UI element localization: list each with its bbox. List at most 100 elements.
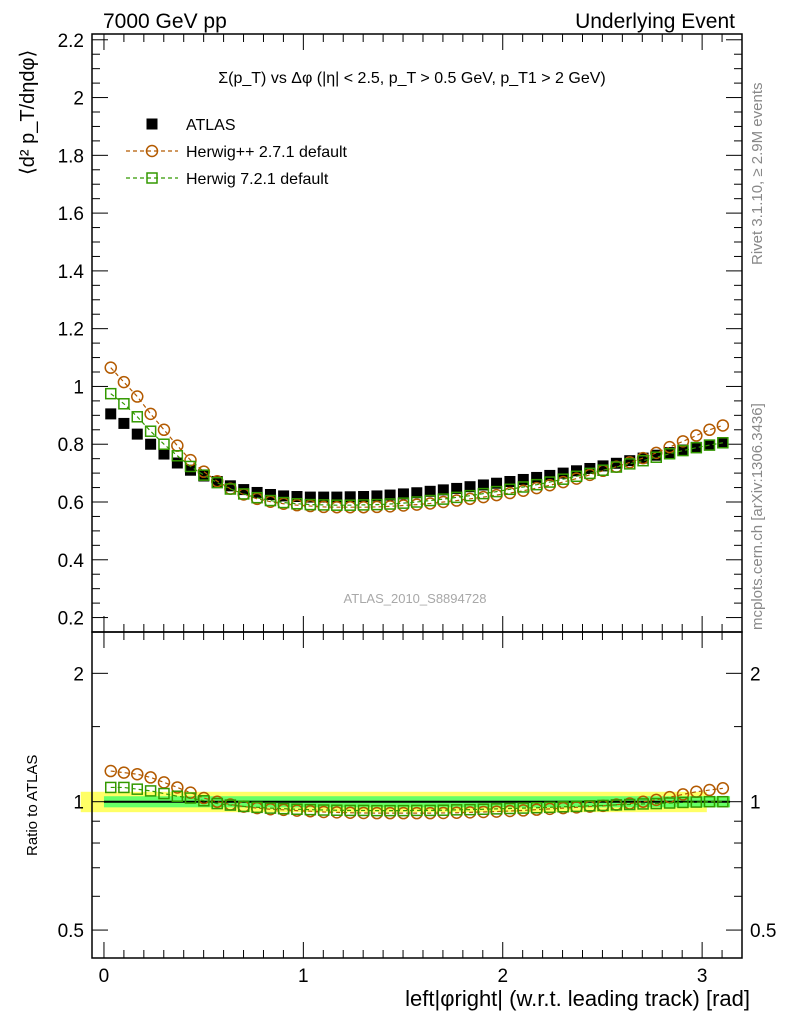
main-data-point [198,469,210,481]
main-data-point [424,494,436,507]
main-data-point [157,423,171,437]
main-data-point [677,444,689,457]
main-y-tick-label: 0.8 [58,435,84,456]
ratio-data-point [224,799,237,811]
main-data-point [464,489,476,502]
legend-entry-herwig-2-7-1-default: Herwig++ 2.7.1 default [126,144,348,161]
main-data-point [198,470,210,482]
axis-ticks [92,34,742,958]
main-data-point [637,454,649,467]
y-axis-label-ratio: Ratio to ATLAS [24,755,41,856]
main-data-point [517,481,530,493]
main-data-point [690,441,702,453]
ratio-frame [91,631,743,959]
main-data-point [676,435,690,448]
ratio-y-tick-label-left: 1 [73,793,84,814]
main-data-point [437,484,449,496]
main-y-tick-label: 2 [73,89,84,110]
main-data-point [357,499,370,511]
main-data-point [331,491,343,503]
main-data-point [184,460,197,473]
main-data-point [450,491,463,504]
main-data-point [610,457,622,469]
main-data-point [717,437,729,449]
main-data-point [623,458,636,470]
main-data-point [544,469,556,481]
main-data-point [663,440,676,454]
main-data-point [663,448,676,460]
ratio-y-tick-label-right: 0.5 [750,921,776,942]
ratio-data-point [251,801,263,814]
ratio-series-herwig-7-2-1-default [104,781,729,817]
ratio-data-point [424,804,436,817]
main-data-point [118,398,130,410]
main-data-point [690,429,703,442]
main-y-tick-label: 1.6 [58,204,84,225]
main-data-point [184,453,197,467]
ratio-data-point [344,804,356,817]
ratio-data-point [530,801,543,814]
main-data-point [291,491,303,503]
ratio-data-point [437,804,450,816]
main-data-point [650,451,663,463]
main-data-point [557,467,569,479]
ratio-data-point [703,783,716,797]
main-data-point [224,480,236,492]
main-data-point [384,498,396,510]
main-data-point [304,491,316,503]
ratio-data-point [411,804,423,817]
main-data-point [304,498,317,511]
ratio-data-point [490,803,503,815]
main-data-point [171,457,183,469]
main-y-tick-label: 1.2 [58,320,84,341]
main-data-point [610,461,623,473]
ratio-data-point [157,776,171,789]
main-data-point [384,489,396,501]
ratio-data-point [211,797,223,810]
main-data-point [411,487,423,499]
legend-entry-herwig-7-2-1-default: Herwig 7.2.1 default [126,171,329,188]
ratio-data-point [623,798,636,811]
main-data-point [490,485,503,498]
ratio-data-point [637,798,649,810]
main-data-point [437,493,450,505]
main-data-point [131,390,144,403]
main-data-point [703,439,716,451]
main-data-point [451,482,463,494]
ratio-data-point [597,799,609,812]
ratio-data-point [464,803,476,816]
main-data-point [584,467,596,480]
main-data-point [397,497,410,509]
x-axis-label: left|φright| (w.r.t. leading track) [rad… [405,986,750,1011]
main-data-point [543,478,557,492]
header-right: Underlying Event [575,10,735,33]
ratio-data-point [144,785,157,797]
main-data-point [411,496,423,508]
main-data-point [530,478,543,491]
main-data-point [570,470,583,483]
main-data-point [344,499,356,511]
main-data-point [544,476,556,488]
ratio-data-point [104,781,117,794]
main-y-tick-label: 1 [73,377,84,398]
main-y-tick-label: 0.6 [58,493,84,514]
ratio-data-point [277,802,290,815]
main-data-point [424,485,436,497]
ratio-data-point [264,802,277,814]
legend-label: Herwig 7.2.1 default [186,171,329,188]
ratio-data-point [677,796,689,809]
main-data-point [144,425,157,437]
ratio-data-point [184,792,197,804]
ratio-data-point [584,800,596,812]
main-data-point [277,496,290,509]
main-data-point [504,483,516,496]
main-data-point [703,423,716,437]
ratio-data-point [131,767,144,781]
main-data-point [371,490,383,502]
main-data-point [264,494,277,507]
tick-labels: 0.2 0.4 0.6 0.8 1 1.2 1.4 1.6 1.8 2 2.2 0 1 2 3 0.5 0.5 1… [58,31,777,987]
main-data-point [118,417,130,429]
ratio-data-point [317,804,330,816]
ratio-data-point [158,787,170,800]
